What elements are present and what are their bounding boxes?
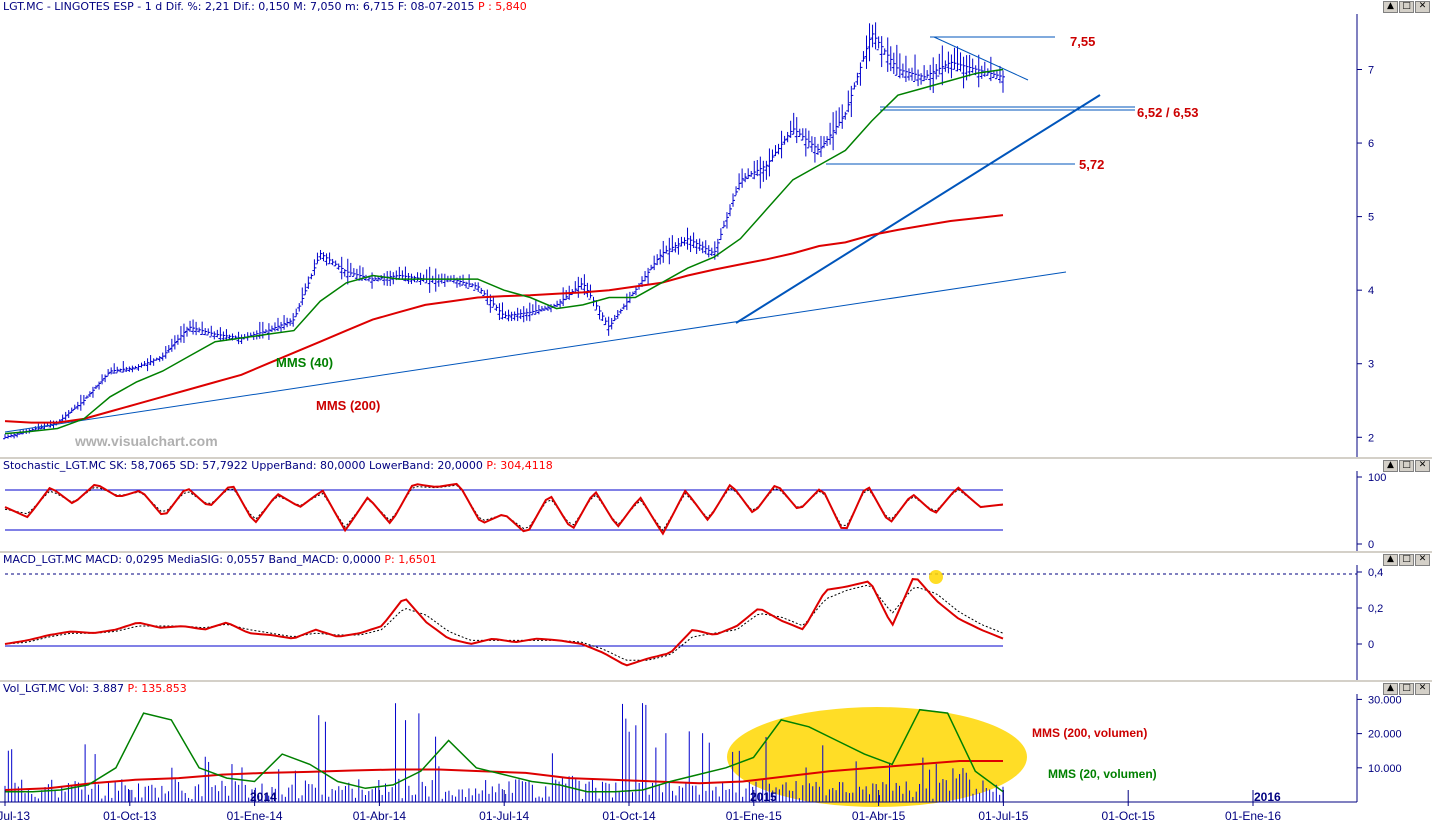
label-year-2016: 2016: [1254, 790, 1281, 804]
price-bars: [3, 22, 1005, 440]
stochastic-chart: 0 100: [4, 471, 1386, 552]
restore-icon[interactable]: □: [1399, 460, 1414, 472]
y-tick-label: 0: [1368, 639, 1374, 651]
restore-icon[interactable]: □: [1399, 683, 1414, 695]
x-tick-label: 01-Abr-15: [852, 809, 906, 823]
x-tick-label: 01-Oct-15: [1102, 809, 1156, 823]
volume-y-axis: 10.000 20.000 30.000: [1357, 694, 1402, 775]
price-y-axis: 2 3 4 5 6 7: [1357, 64, 1374, 444]
macd-pane-header: MACD_LGT.MC MACD: 0,0295 MediaSIG: 0,055…: [3, 553, 437, 566]
label-mms200: MMS (200): [316, 398, 380, 413]
price-pane[interactable]: LGT.MC - LINGOTES ESP - 1 d Dif. %: 2,21…: [0, 0, 1432, 458]
x-axis: 01-Jul-13 01-Oct-13 01-Ene-14 01-Abr-14 01-J…: [0, 790, 1281, 823]
y-tick-label: 3: [1368, 359, 1374, 371]
volume-mms200-line: [4, 760, 1003, 791]
x-tick-label: 01-Oct-13: [103, 809, 157, 823]
maximize-icon[interactable]: ▲: [1383, 683, 1398, 695]
y-tick-label: 0: [1368, 539, 1374, 551]
close-icon[interactable]: ✕: [1415, 683, 1430, 695]
macd-peak-highlight: [929, 570, 943, 584]
label-mms40: MMS (40): [276, 355, 333, 370]
price-pane-header: LGT.MC - LINGOTES ESP - 1 d Dif. %: 2,21…: [3, 0, 527, 13]
mms200-line: [4, 214, 1004, 424]
steep-trendline: [735, 94, 1101, 324]
y-tick-label: 20.000: [1368, 729, 1402, 741]
macd-pane[interactable]: MACD_LGT.MC MACD: 0,0295 MediaSIG: 0,055…: [0, 553, 1432, 681]
restore-icon[interactable]: □: [1399, 1, 1414, 13]
maximize-icon[interactable]: ▲: [1383, 460, 1398, 472]
volume-mms20-line: [5, 708, 1004, 793]
label-652: 6,52 / 6,53: [1137, 105, 1198, 120]
x-tick-label: 01-Jul-14: [479, 809, 529, 823]
label-572: 5,72: [1079, 157, 1104, 172]
volume-bars: [4, 703, 1004, 802]
y-tick-label: 10.000: [1368, 763, 1402, 775]
label-year-2014: 2014: [250, 790, 277, 804]
triangle-line: [933, 36, 1029, 81]
volume-pane[interactable]: Vol_LGT.MC Vol: 3.887 P: 135.853 ▲ □ ✕ M…: [0, 682, 1432, 823]
macd-line: [4, 578, 1004, 667]
x-tick-label: 01-Jul-15: [978, 809, 1028, 823]
y-tick-label: 7: [1368, 64, 1374, 76]
close-icon[interactable]: ✕: [1415, 460, 1430, 472]
maximize-icon[interactable]: ▲: [1383, 554, 1398, 566]
y-tick-label: 6: [1368, 138, 1374, 150]
y-tick-label: 0,4: [1368, 567, 1383, 579]
restore-icon[interactable]: □: [1399, 554, 1414, 566]
price-chart: 7,55 6,52 / 6,53 5,72 MMS (40) MMS (200)…: [3, 14, 1374, 458]
watermark: www.visualchart.com: [74, 433, 218, 449]
x-tick-label: 01-Ene-16: [1225, 809, 1281, 823]
label-vol200: MMS (200, volumen): [1032, 726, 1147, 740]
volume-highlight-ellipse: [727, 707, 1027, 807]
mms40-line: [4, 68, 1004, 435]
x-tick-label: 01-Jul-13: [0, 809, 30, 823]
label-755: 7,55: [1070, 34, 1095, 49]
x-tick-label: 01-Oct-14: [602, 809, 656, 823]
y-tick-label: 0,2: [1368, 603, 1383, 615]
macd-signal-line: [4, 584, 1004, 661]
label-vol20: MMS (20, volumen): [1048, 767, 1157, 781]
y-tick-label: 5: [1368, 212, 1374, 224]
y-tick-label: 30.000: [1368, 694, 1402, 706]
volume-chart: MMS (200, volumen) MMS (20, volumen) 201…: [0, 694, 1402, 823]
stochastic-window-buttons: ▲ □ ✕: [1383, 460, 1430, 472]
y-tick-label: 100: [1368, 472, 1386, 484]
y-tick-label: 2: [1368, 432, 1374, 444]
volume-window-buttons: ▲ □ ✕: [1383, 683, 1430, 695]
macd-chart: 0 0,2 0,4: [4, 565, 1383, 681]
x-tick-label: 01-Abr-14: [353, 809, 407, 823]
close-icon[interactable]: ✕: [1415, 554, 1430, 566]
y-tick-label: 4: [1368, 285, 1374, 297]
volume-pane-header: Vol_LGT.MC Vol: 3.887 P: 135.853: [3, 682, 187, 695]
stochastic-pane[interactable]: Stochastic_LGT.MC SK: 58,7065 SD: 57,792…: [0, 459, 1432, 552]
x-tick-label: 01-Ene-15: [726, 809, 782, 823]
close-icon[interactable]: ✕: [1415, 1, 1430, 13]
stochastic-y-axis: 0 100: [1357, 472, 1386, 551]
price-window-buttons: ▲ □ ✕: [1383, 1, 1430, 13]
label-year-2015: 2015: [750, 790, 777, 804]
macd-window-buttons: ▲ □ ✕: [1383, 554, 1430, 566]
maximize-icon[interactable]: ▲: [1383, 1, 1398, 13]
stochastic-sk-line: [4, 482, 1004, 536]
long-trendline: [4, 271, 1067, 433]
x-tick-label: 01-Ene-14: [227, 809, 283, 823]
macd-y-axis: 0 0,2 0,4: [1357, 567, 1383, 651]
stochastic-pane-header: Stochastic_LGT.MC SK: 58,7065 SD: 57,792…: [3, 459, 553, 472]
